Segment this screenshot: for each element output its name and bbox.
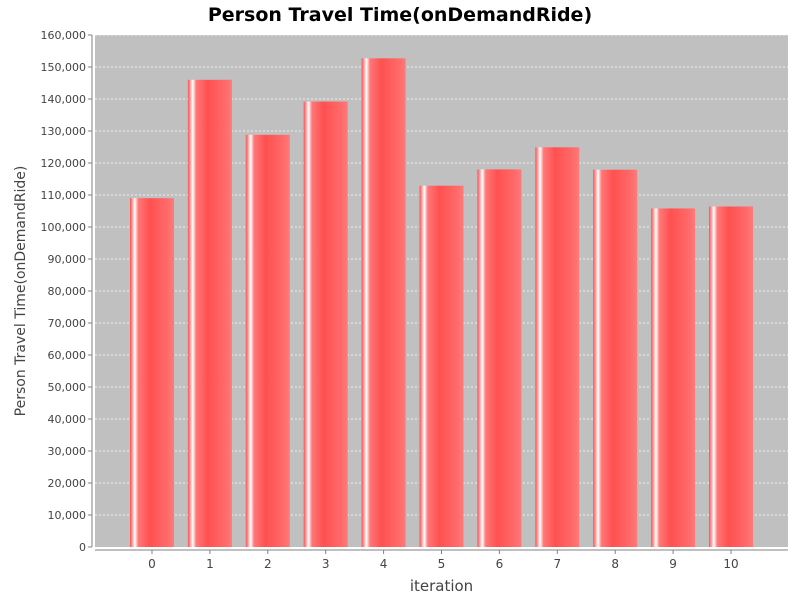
y-tick-label: 70,000 — [48, 317, 87, 330]
x-tick-label: 1 — [206, 557, 214, 571]
bar — [709, 206, 753, 547]
y-tick-label: 120,000 — [41, 157, 87, 170]
y-tick-label: 60,000 — [48, 349, 87, 362]
x-tick-label: 7 — [553, 557, 561, 571]
y-tick-label: 50,000 — [48, 381, 87, 394]
x-ticks: 0 1 2 3 4 5 6 7 8 9 10 — [148, 550, 739, 571]
y-tick-label: 100,000 — [41, 221, 87, 234]
bars — [130, 58, 753, 548]
x-tick-label: 0 — [148, 557, 156, 571]
y-tick-label: 10,000 — [48, 509, 87, 522]
x-tick-label: 5 — [438, 557, 446, 571]
x-tick-label: 4 — [380, 557, 388, 571]
y-tick-label: 110,000 — [41, 189, 87, 202]
bar — [651, 208, 696, 547]
y-tick-label: 80,000 — [48, 285, 87, 298]
bar — [419, 185, 464, 547]
bar — [245, 134, 290, 547]
bar — [593, 169, 638, 547]
y-tick-label: 140,000 — [41, 93, 87, 106]
y-tick-label: 150,000 — [41, 61, 87, 74]
y-tick-label: 20,000 — [48, 477, 87, 490]
y-tick-label: 30,000 — [48, 445, 87, 458]
y-tick-label: 0 — [79, 541, 86, 554]
chart-title: Person Travel Time(onDemandRide) — [208, 4, 592, 26]
x-axis-label: iteration — [410, 577, 473, 595]
y-tick-label: 90,000 — [48, 253, 87, 266]
x-tick-label: 3 — [322, 557, 330, 571]
y-tick-label: 160,000 — [41, 29, 87, 42]
bar — [303, 101, 348, 547]
bar — [535, 147, 580, 547]
x-tick-label: 9 — [669, 557, 677, 571]
bar — [361, 58, 406, 548]
x-tick-label: 10 — [723, 557, 738, 571]
bar — [187, 79, 232, 548]
bar — [130, 198, 174, 547]
x-tick-label: 2 — [264, 557, 272, 571]
x-tick-label: 8 — [611, 557, 619, 571]
x-tick-label: 6 — [496, 557, 504, 571]
y-tick-label: 130,000 — [41, 125, 87, 138]
bar — [477, 169, 522, 547]
y-tick-label: 40,000 — [48, 413, 87, 426]
y-axis-label: Person Travel Time(onDemandRide) — [13, 166, 29, 417]
y-ticks: 0 10,000 20,000 30,000 40,000 50,000 60,000 70,… — [41, 29, 92, 554]
